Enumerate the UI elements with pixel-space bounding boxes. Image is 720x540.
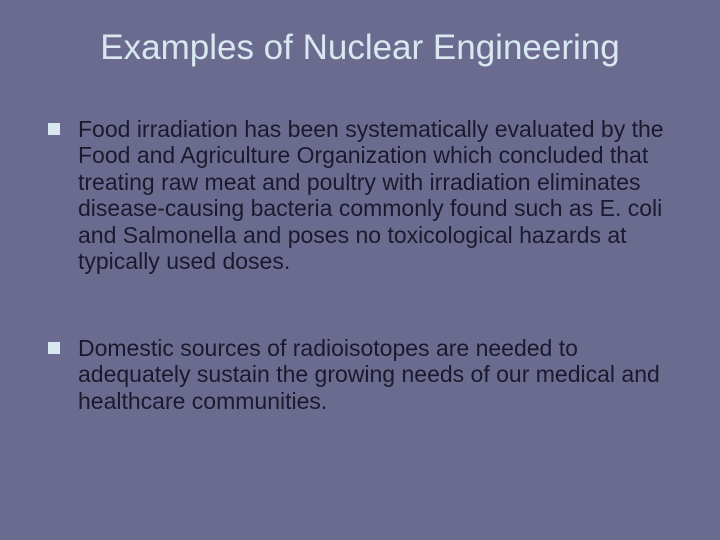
slide-title: Examples of Nuclear Engineering bbox=[30, 28, 690, 68]
bullet-item: Domestic sources of radioisotopes are ne… bbox=[48, 335, 690, 414]
bullet-item: Food irradiation has been systematically… bbox=[48, 116, 690, 275]
bullet-list: Food irradiation has been systematically… bbox=[30, 116, 690, 414]
